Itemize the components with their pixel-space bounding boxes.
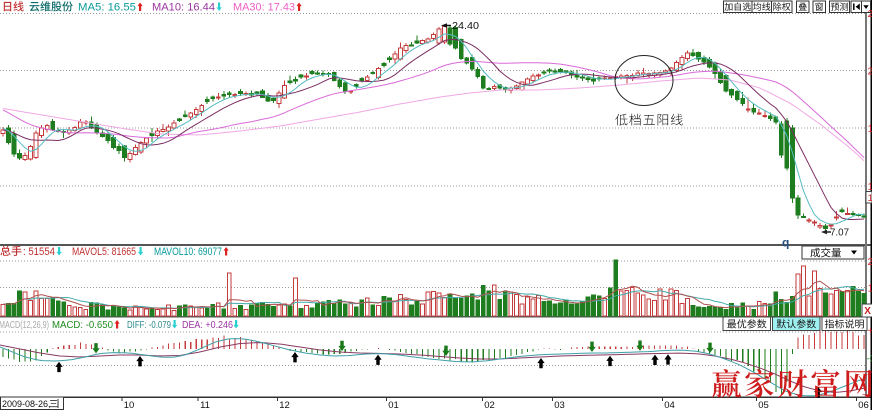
- svg-text:MAVOL5: 81665: MAVOL5: 81665: [72, 246, 136, 258]
- svg-text:11: 11: [200, 400, 210, 410]
- svg-text:01: 01: [388, 400, 399, 410]
- svg-text:MACD(12,26,9): MACD(12,26,9): [0, 320, 49, 331]
- svg-text:1: 1: [868, 182, 872, 193]
- svg-text:1: 1: [868, 193, 872, 204]
- svg-text:MA5: 16.55: MA5: 16.55: [78, 2, 136, 14]
- svg-text:2: 2: [868, 9, 872, 20]
- svg-text:q: q: [782, 236, 789, 250]
- svg-text:12: 12: [279, 400, 290, 410]
- svg-text:2: 2: [868, 67, 872, 78]
- svg-text:DIFF: -0.079: DIFF: -0.079: [127, 319, 171, 331]
- svg-text:1: 1: [868, 124, 872, 135]
- svg-text:10: 10: [124, 400, 135, 410]
- svg-text:06: 06: [858, 400, 869, 410]
- svg-text:MA10: 16.44: MA10: 16.44: [152, 2, 215, 14]
- svg-text:X: X: [864, 306, 871, 317]
- svg-text:DEA: +0.246: DEA: +0.246: [182, 319, 233, 331]
- svg-text:+: +: [868, 326, 872, 337]
- svg-text:04: 04: [664, 400, 675, 410]
- svg-text:03: 03: [554, 400, 565, 410]
- svg-text:MA30: 17.43: MA30: 17.43: [233, 2, 295, 14]
- svg-text:24.40: 24.40: [452, 20, 479, 32]
- svg-text:05: 05: [758, 400, 769, 410]
- svg-text:: 51554: : 51554: [23, 246, 55, 258]
- svg-text:MAVOL10: 69077: MAVOL10: 69077: [154, 246, 222, 258]
- svg-text:2: 2: [868, 257, 872, 268]
- svg-text:-0: -0: [867, 354, 872, 364]
- svg-text:02: 02: [484, 400, 495, 410]
- svg-text:7.07: 7.07: [830, 228, 849, 239]
- svg-text:2009-08-26,: 2009-08-26,: [2, 399, 51, 409]
- svg-text:1: 1: [868, 284, 872, 295]
- svg-text:MACD: -0.650: MACD: -0.650: [52, 319, 113, 331]
